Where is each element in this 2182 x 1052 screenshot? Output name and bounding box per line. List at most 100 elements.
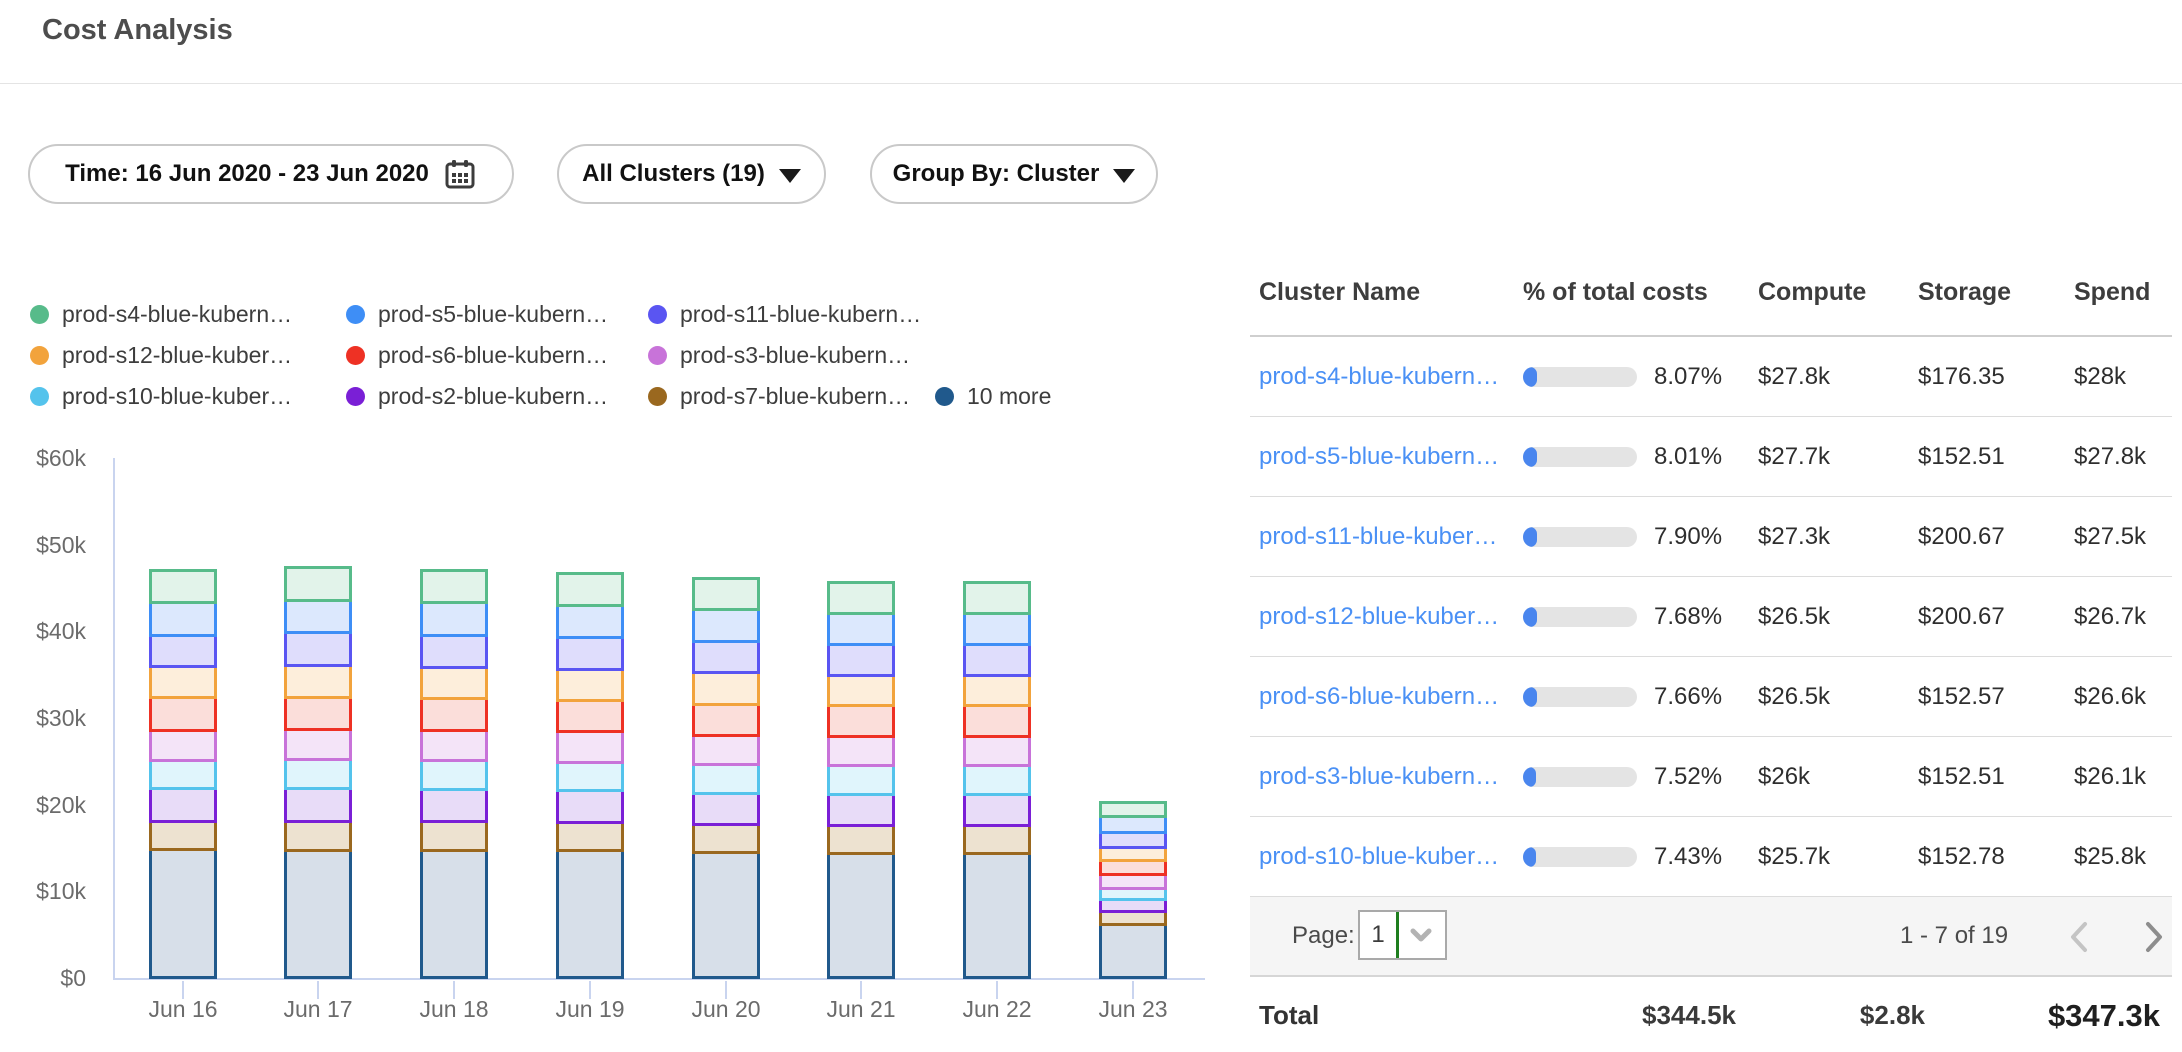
bar-segment[interactable]: [284, 849, 352, 979]
bar-segment[interactable]: [149, 759, 217, 791]
cluster-name-link[interactable]: prod-s11-blue-kuber…: [1259, 497, 1497, 576]
chevron-right-icon[interactable]: [2143, 920, 2165, 959]
cluster-name-link[interactable]: prod-s6-blue-kubern…: [1259, 657, 1499, 736]
bar-segment[interactable]: [284, 820, 352, 852]
bar-segment[interactable]: [284, 631, 352, 666]
bar-segment[interactable]: [692, 577, 760, 611]
bar-segment[interactable]: [963, 852, 1031, 979]
bar-segment[interactable]: [420, 634, 488, 669]
bar-segment[interactable]: [420, 820, 488, 852]
bar-segment[interactable]: [963, 581, 1031, 614]
legend-item[interactable]: prod-s3-blue-kubern…: [648, 342, 910, 369]
bar-segment[interactable]: [827, 612, 895, 646]
bar-segment[interactable]: [420, 601, 488, 637]
percent-value: 7.90%: [1654, 497, 1722, 576]
bar-segment[interactable]: [149, 820, 217, 852]
page-select[interactable]: 1: [1358, 910, 1447, 960]
bar-segment[interactable]: [692, 608, 760, 643]
bar-segment[interactable]: [692, 763, 760, 795]
bar-segment[interactable]: [963, 704, 1031, 737]
bar-segment[interactable]: [284, 696, 352, 731]
bar-segment[interactable]: [692, 703, 760, 737]
chevron-left-icon[interactable]: [2068, 920, 2090, 959]
bar-segment[interactable]: [963, 824, 1031, 855]
bar-segment[interactable]: [284, 787, 352, 823]
bar-segment[interactable]: [692, 823, 760, 854]
bar-segment[interactable]: [963, 612, 1031, 646]
legend-item[interactable]: prod-s4-blue-kubern…: [30, 301, 292, 328]
bar-segment[interactable]: [1099, 923, 1167, 979]
bar-segment[interactable]: [827, 824, 895, 855]
bar-segment[interactable]: [963, 735, 1031, 767]
bar-segment[interactable]: [1099, 801, 1167, 818]
bar-segment[interactable]: [827, 643, 895, 677]
percent-value: 7.43%: [1654, 817, 1722, 896]
bar-segment[interactable]: [827, 704, 895, 737]
bar-segment[interactable]: [149, 601, 217, 637]
legend-item[interactable]: prod-s11-blue-kubern…: [648, 301, 921, 328]
bar-segment[interactable]: [420, 849, 488, 979]
bar-segment[interactable]: [692, 734, 760, 766]
bar-segment[interactable]: [420, 697, 488, 731]
bar-segment[interactable]: [556, 789, 624, 824]
bar-segment[interactable]: [149, 634, 217, 668]
bar-segment[interactable]: [556, 636, 624, 671]
bar-segment[interactable]: [827, 674, 895, 707]
bar-segment[interactable]: [420, 759, 488, 791]
legend-item[interactable]: prod-s12-blue-kuber…: [30, 342, 292, 369]
bar-segment[interactable]: [827, 793, 895, 827]
bar-segment[interactable]: [692, 792, 760, 826]
bar-segment[interactable]: [284, 599, 352, 635]
cluster-name-link[interactable]: prod-s12-blue-kuber…: [1259, 577, 1499, 656]
bar-segment[interactable]: [420, 788, 488, 823]
bar-segment[interactable]: [827, 581, 895, 614]
bar-segment[interactable]: [827, 764, 895, 796]
bar-segment[interactable]: [420, 666, 488, 700]
legend-item[interactable]: prod-s7-blue-kubern…: [648, 383, 910, 410]
bar-segment[interactable]: [420, 729, 488, 762]
legend-item[interactable]: prod-s5-blue-kubern…: [346, 301, 608, 328]
time-range-filter[interactable]: Time: 16 Jun 2020 - 23 Jun 2020: [28, 144, 514, 204]
cluster-name-link[interactable]: prod-s3-blue-kubern…: [1259, 737, 1499, 816]
legend-item[interactable]: prod-s10-blue-kuber…: [30, 383, 292, 410]
bar-segment[interactable]: [692, 851, 760, 979]
bar-segment[interactable]: [827, 735, 895, 767]
bar-segment[interactable]: [827, 852, 895, 979]
bar-segment[interactable]: [556, 572, 624, 607]
bar-segment[interactable]: [284, 566, 352, 602]
legend-item-more[interactable]: 10 more: [935, 383, 1051, 410]
bar-segment[interactable]: [284, 664, 352, 699]
bar-segment[interactable]: [149, 729, 217, 762]
percent-progress-bar: [1523, 607, 1637, 627]
bar-segment[interactable]: [963, 764, 1031, 796]
bar-segment[interactable]: [692, 640, 760, 674]
group-by-filter[interactable]: Group By: Cluster: [870, 144, 1158, 204]
bar-segment[interactable]: [284, 728, 352, 761]
bar-segment[interactable]: [149, 569, 217, 604]
bar-segment[interactable]: [963, 674, 1031, 707]
bar-segment[interactable]: [963, 793, 1031, 827]
bar-segment[interactable]: [556, 699, 624, 733]
clusters-filter[interactable]: All Clusters (19): [557, 144, 826, 204]
cluster-name-link[interactable]: prod-s4-blue-kubern…: [1259, 337, 1499, 416]
bar-segment[interactable]: [149, 787, 217, 822]
bar-segment[interactable]: [149, 848, 217, 979]
legend-swatch-icon: [346, 346, 365, 365]
bar-segment[interactable]: [420, 569, 488, 604]
legend-item[interactable]: prod-s6-blue-kubern…: [346, 342, 608, 369]
legend-item[interactable]: prod-s2-blue-kubern…: [346, 383, 608, 410]
bar-segment[interactable]: [556, 849, 624, 979]
cluster-name-link[interactable]: prod-s5-blue-kubern…: [1259, 417, 1499, 496]
cluster-name-link[interactable]: prod-s10-blue-kuber…: [1259, 817, 1499, 896]
bar-segment[interactable]: [556, 730, 624, 763]
bar-segment[interactable]: [556, 668, 624, 702]
bar-segment[interactable]: [692, 671, 760, 705]
bar-segment[interactable]: [963, 643, 1031, 677]
bar-segment[interactable]: [284, 758, 352, 790]
bar-segment[interactable]: [556, 604, 624, 639]
bar-segment[interactable]: [556, 821, 624, 852]
bar-segment[interactable]: [556, 761, 624, 793]
bar-segment[interactable]: [149, 665, 217, 699]
storage-value: $200.67: [1918, 577, 2005, 656]
bar-segment[interactable]: [149, 696, 217, 731]
